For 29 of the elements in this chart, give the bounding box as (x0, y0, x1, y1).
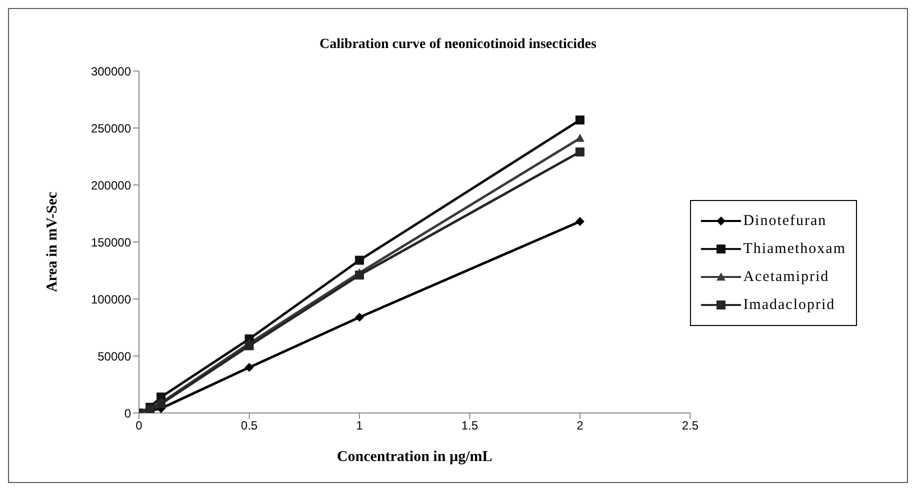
point (575, 116, 584, 125)
point (354, 256, 364, 265)
x-tick-label: 2 (576, 418, 584, 433)
point (244, 341, 254, 350)
y-tick-label: 250000 (90, 121, 132, 136)
x-tick-label: 2.5 (682, 418, 699, 433)
x-tick-label: 1 (356, 418, 364, 433)
y-tick-label: 150000 (90, 235, 132, 250)
legend-label: Imadacloprid (743, 296, 836, 314)
point (244, 362, 254, 372)
x-tick-label: 1.5 (461, 418, 478, 433)
x-tick-label: 0 (136, 418, 143, 433)
y-tick-label: 200000 (90, 178, 132, 192)
point (575, 134, 584, 142)
y-axis-title: Area in mV-Sec (44, 192, 60, 292)
y-tick-label: 100000 (90, 292, 132, 306)
legend-label: Thiamethoxam (743, 240, 846, 258)
point (575, 147, 584, 156)
y-tick-label: 0 (124, 406, 132, 420)
point (354, 312, 364, 322)
x-tick-label: 0.5 (240, 418, 258, 433)
legend-label: Dinotefuran (743, 212, 827, 230)
y-tick-label: 50000 (98, 349, 132, 364)
point (575, 216, 584, 226)
y-tick-label: 300000 (90, 64, 132, 78)
x-axis-title: Concentration in µg/mL (336, 449, 492, 465)
point (354, 270, 364, 280)
chart-title: Calibration curve of neonicotinoid insecticides (318, 37, 598, 53)
legend-label: Acetamiprid (743, 268, 830, 286)
